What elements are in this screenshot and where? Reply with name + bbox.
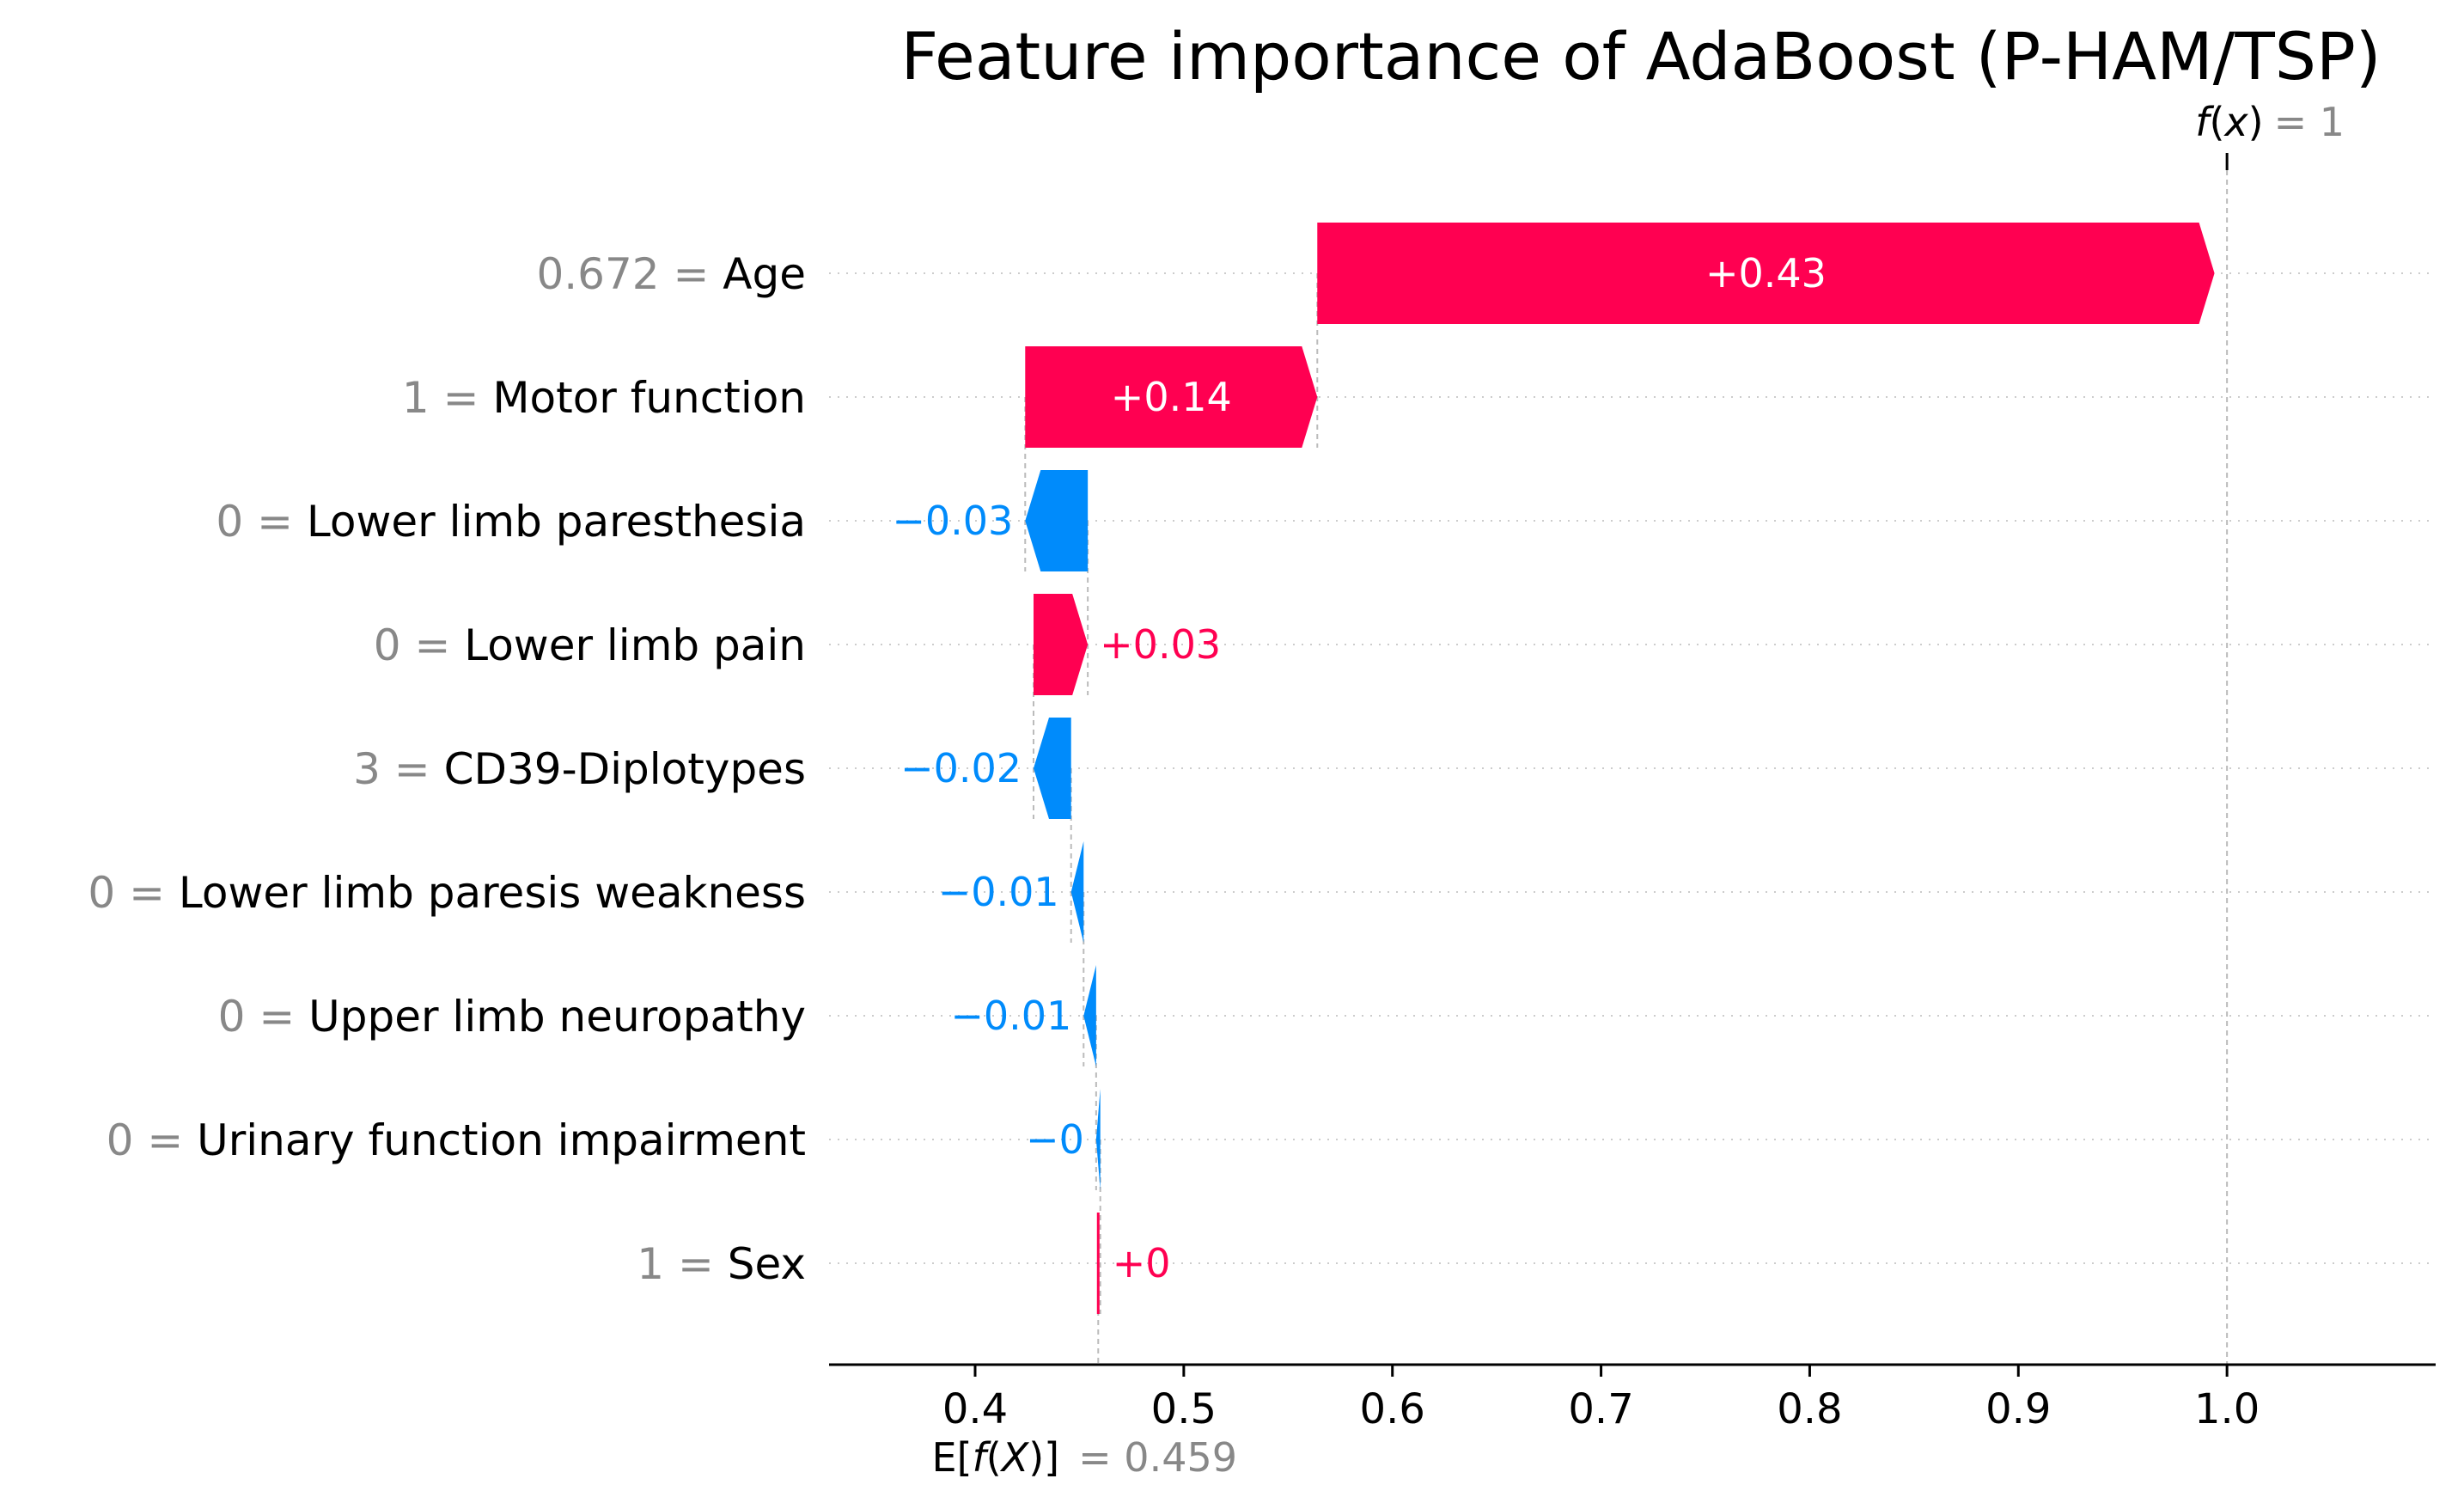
- base-value-annotation: E[f(X)] = 0.459: [932, 1434, 1237, 1481]
- value-annotations: E[f(X)] = 0.459 f(x) = 1: [932, 99, 2345, 1481]
- feature-label: 3 = CD39-Diplotypes: [353, 744, 806, 794]
- bar: [1034, 594, 1089, 695]
- feature-label: 0 = Lower limb pain: [374, 620, 806, 670]
- x-tick-label: 1.0: [2194, 1385, 2260, 1433]
- bar: [1025, 346, 1318, 448]
- bar-value-label: +0.43: [1705, 250, 1827, 296]
- bar: [1095, 1089, 1101, 1190]
- bar: [1317, 223, 2215, 324]
- bar: [1083, 965, 1096, 1066]
- bar-value-label: +0.03: [1100, 621, 1221, 668]
- bar-value-label: −0.02: [900, 745, 1022, 791]
- feature-label: 0 = Lower limb paresis weakness: [88, 868, 806, 918]
- bar: [1070, 841, 1084, 943]
- feature-label: 0 = Upper limb neuropathy: [218, 992, 806, 1042]
- bar: [1025, 470, 1089, 571]
- x-axis: 0.4 0.5 0.6 0.7 0.8 0.9 1.0: [829, 1363, 2436, 1433]
- x-tick-label: 0.6: [1360, 1385, 1425, 1433]
- bar-value-label: −0: [1026, 1116, 1084, 1163]
- x-tick-label: 0.7: [1568, 1385, 1633, 1433]
- x-tick-label: 0.5: [1151, 1385, 1217, 1433]
- chart-title: Feature importance of AdaBoost (P-HAM/TS…: [901, 18, 2382, 95]
- bar: [1034, 718, 1071, 819]
- feature-label: 0 = Urinary function impairment: [107, 1115, 806, 1165]
- bars-layer: +0.43 +0.14 −0.03 +0.03 −0.02 −0.01 −0.01 −0 +0: [892, 223, 2215, 1314]
- x-tick-label: 0.4: [942, 1385, 1008, 1433]
- bar-value-label: −0.01: [950, 993, 1071, 1039]
- feature-labels: 0.672 = Age 1 = Motor function 0 = Lower l…: [88, 249, 806, 1289]
- feature-label: 1 = Sex: [637, 1239, 806, 1289]
- x-tick-label: 0.9: [1985, 1385, 2051, 1433]
- bar-value-label: −0.01: [938, 869, 1059, 915]
- x-tick-label: 0.8: [1777, 1385, 1842, 1433]
- bar-value-label: +0.14: [1111, 374, 1232, 420]
- feature-label: 0.672 = Age: [536, 249, 806, 299]
- final-value-annotation: f(x) = 1: [2195, 99, 2345, 145]
- feature-label: 1 = Motor function: [402, 373, 806, 423]
- bar-value-label: +0: [1113, 1240, 1171, 1286]
- guide-layer: [1024, 153, 2229, 1365]
- bar: [1096, 1213, 1100, 1314]
- bar-value-label: −0.03: [892, 498, 1013, 544]
- feature-label: 0 = Lower limb paresthesia: [216, 497, 806, 547]
